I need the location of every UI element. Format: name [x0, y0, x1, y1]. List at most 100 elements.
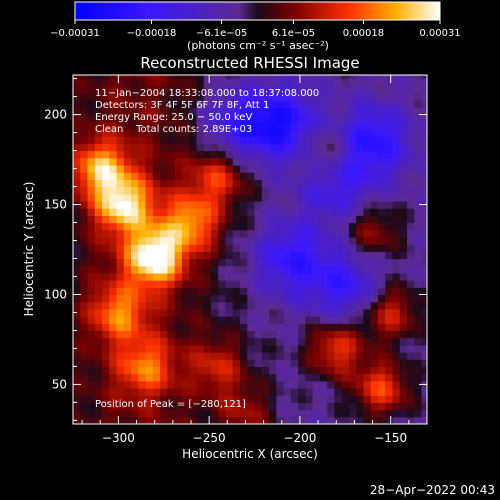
heatmap-cell — [269, 78, 277, 87]
heatmap-cell — [414, 107, 423, 116]
heatmap-cell — [385, 316, 394, 324]
heatmap-cell — [210, 179, 219, 188]
heatmap-cell — [240, 78, 248, 87]
heatmap-cell — [181, 308, 190, 317]
heatmap-cell — [290, 85, 299, 94]
heatmap-cell — [276, 272, 285, 281]
heatmap-cell — [298, 344, 306, 353]
heatmap-cell — [80, 409, 89, 418]
heatmap-cell — [370, 272, 379, 281]
heatmap-cell — [247, 215, 256, 224]
heatmap-cell — [218, 258, 227, 267]
heatmap-cell — [116, 316, 125, 324]
heatmap-cell — [414, 208, 423, 216]
heatmap-cell — [247, 244, 256, 252]
heatmap-cell — [327, 344, 336, 353]
heatmap-cell — [276, 301, 285, 310]
heatmap-cell — [87, 272, 96, 281]
heatmap-cell — [87, 92, 96, 101]
heatmap-cell — [181, 395, 190, 404]
heatmap-cell — [334, 229, 343, 238]
heatmap-cell — [247, 75, 256, 80]
heatmap-cell — [145, 301, 154, 310]
heatmap-cell — [385, 352, 394, 360]
heatmap-cell — [414, 265, 423, 274]
heatmap-cell — [167, 78, 176, 87]
heatmap-cell — [174, 294, 183, 303]
heatmap-cell — [377, 316, 386, 324]
heatmap-cell — [80, 265, 89, 274]
heatmap-cell — [189, 100, 198, 108]
heatmap-cell — [414, 272, 423, 281]
heatmap-cell — [218, 186, 227, 195]
heatmap-cell — [181, 337, 190, 346]
heatmap-cell — [145, 164, 154, 173]
heatmap-cell — [341, 330, 350, 339]
heatmap-cell — [377, 143, 386, 152]
heatmap-cell — [334, 85, 343, 94]
heatmap-cell — [247, 258, 256, 267]
heatmap-cell — [407, 244, 415, 252]
heatmap-cell — [210, 172, 219, 180]
heatmap-cell — [305, 193, 314, 202]
heatmap-cell — [377, 344, 386, 353]
heatmap-cell — [319, 301, 328, 310]
heatmap-cell — [399, 402, 408, 411]
heatmap-cell — [73, 229, 81, 238]
heatmap-cell — [319, 222, 328, 231]
heatmap-cell — [160, 316, 168, 324]
heatmap-cell — [407, 215, 415, 224]
heatmap-cell — [80, 402, 89, 411]
heatmap-cell — [247, 330, 256, 339]
heatmap-cell — [276, 344, 285, 353]
heatmap-cell — [102, 373, 110, 382]
heatmap-cell — [348, 272, 357, 281]
heatmap-cell — [356, 344, 365, 353]
heatmap-cell — [254, 164, 263, 173]
heatmap-cell — [203, 373, 212, 382]
heatmap-cell — [160, 395, 168, 404]
heatmap-cell — [138, 265, 147, 274]
colorbar-tick-label: 0.00031 — [419, 28, 460, 39]
heatmap-cell — [254, 258, 263, 267]
heatmap-cell — [254, 208, 263, 216]
heatmap-cell — [399, 236, 408, 245]
heatmap-cell — [269, 330, 277, 339]
heatmap-cell — [138, 251, 147, 260]
heatmap-cell — [145, 100, 154, 108]
heatmap-cell — [181, 280, 190, 288]
heatmap-cell — [298, 251, 306, 260]
heatmap-cell — [327, 373, 336, 382]
heatmap-cell — [290, 128, 299, 137]
heatmap-cell — [377, 121, 386, 130]
heatmap-cell — [298, 308, 306, 317]
heatmap-cell — [167, 136, 176, 144]
heatmap-cell — [240, 157, 248, 166]
heatmap-cell — [196, 359, 205, 368]
heatmap-cell — [290, 222, 299, 231]
heatmap-cell — [377, 395, 386, 404]
heatmap-cell — [131, 308, 139, 317]
heatmap-cell — [218, 107, 227, 116]
heatmap-cell — [167, 416, 176, 424]
heatmap-cell — [276, 100, 285, 108]
heatmap-cell — [167, 316, 176, 324]
heatmap-cell — [218, 78, 227, 87]
heatmap-cell — [109, 280, 118, 288]
heatmap-cell — [167, 121, 176, 130]
heatmap-cell — [298, 143, 306, 152]
heatmap-cell — [356, 85, 365, 94]
heatmap-cell — [283, 316, 292, 324]
heatmap-cell — [116, 301, 125, 310]
heatmap-cell — [102, 229, 110, 238]
heatmap-cell — [80, 107, 89, 116]
heatmap-cell — [196, 193, 205, 202]
heatmap-cell — [94, 388, 103, 396]
heatmap-cell — [334, 287, 343, 296]
heatmap-cell — [218, 114, 227, 123]
heatmap-cell — [240, 388, 248, 396]
heatmap-cell — [377, 186, 386, 195]
heatmap-cell — [80, 143, 89, 152]
heatmap-cell — [269, 179, 277, 188]
heatmap-cell — [196, 157, 205, 166]
